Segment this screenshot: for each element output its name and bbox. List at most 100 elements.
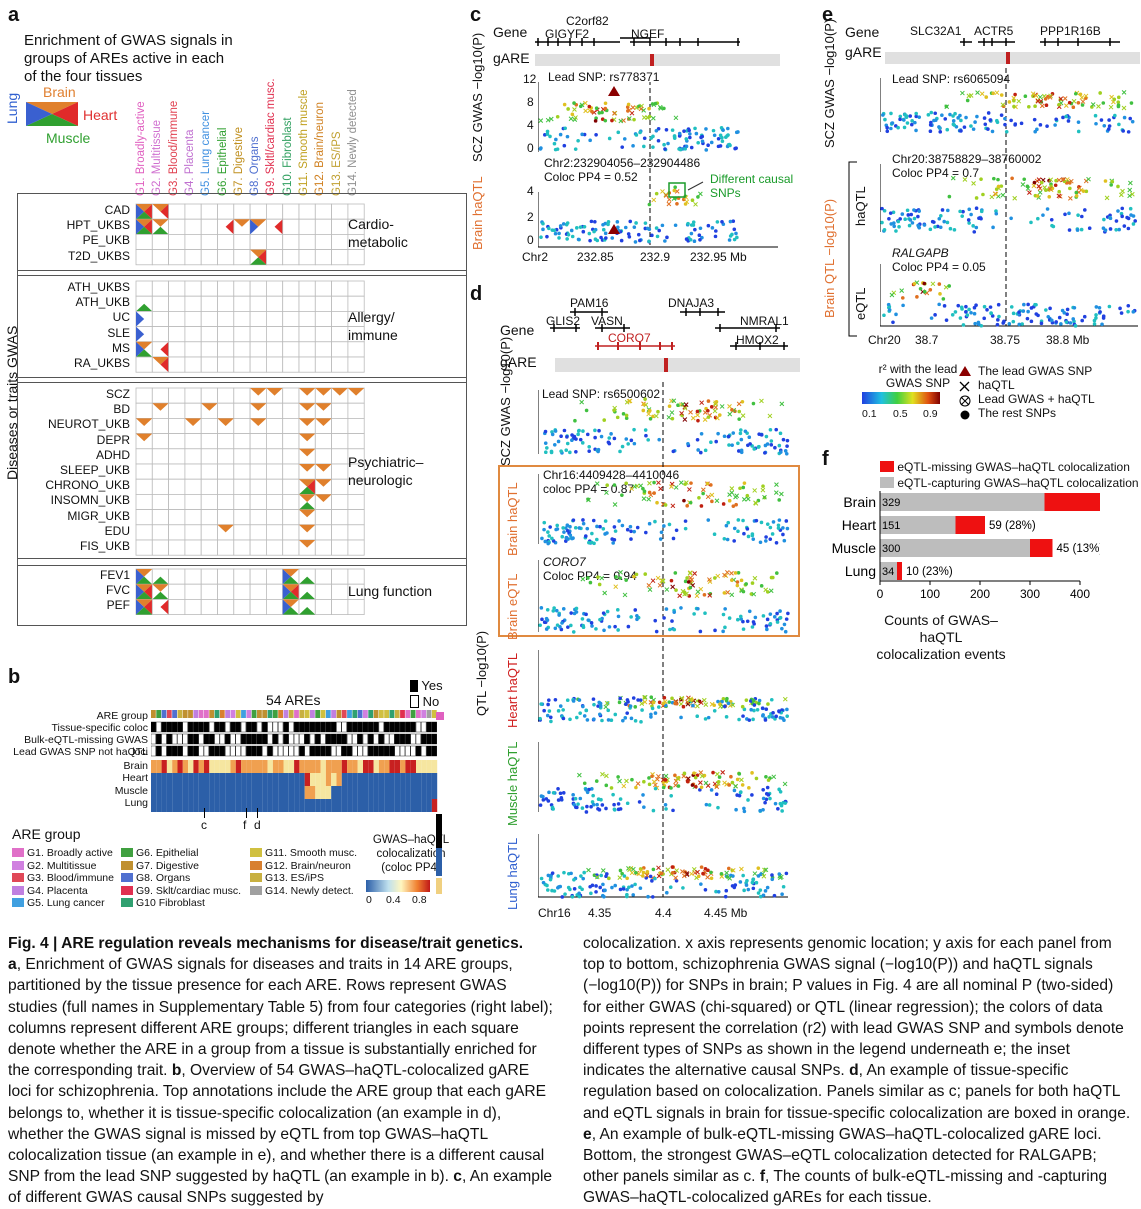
snp-point [601, 222, 605, 227]
snp-point [785, 714, 789, 718]
snp-point [1106, 127, 1111, 131]
snp-point [971, 181, 976, 186]
title-line: groups of AREs active in each [24, 50, 225, 67]
snp-point [958, 316, 963, 320]
snp-point [741, 619, 745, 624]
snp-point [647, 521, 652, 526]
e-xtick: 38.7 [915, 333, 939, 347]
annotation-cell [256, 733, 263, 745]
annotation-cell [193, 721, 199, 733]
snp-point [750, 625, 755, 629]
snp-point [887, 216, 891, 221]
row-label: Lead GWAS SNP not haQTL [13, 746, 148, 758]
snp-point [709, 140, 714, 145]
snp-point [945, 127, 950, 132]
snp-point [757, 701, 761, 706]
snp-point [728, 219, 733, 224]
snp-point [713, 628, 717, 633]
group-cell [209, 710, 215, 718]
snp-point [546, 888, 550, 892]
snp-point [593, 119, 598, 123]
coloc-cell [368, 773, 374, 786]
annotation-cell [235, 745, 241, 757]
snp-point [572, 101, 576, 105]
snp-point [641, 793, 645, 797]
snp-point [1026, 302, 1030, 307]
coloc-cell [262, 786, 268, 799]
snp-point [779, 401, 785, 407]
snp-point [754, 700, 758, 705]
d-track-label: Lung haQTL [505, 837, 520, 910]
snp-point [642, 699, 648, 705]
snp-point [1012, 104, 1016, 109]
snp-point [551, 791, 556, 795]
snp-point [570, 433, 574, 437]
enrichment-triangle [136, 584, 153, 592]
coloc-cell [214, 760, 220, 773]
snp-point [560, 621, 564, 625]
enrichment-triangle [136, 591, 153, 600]
coloc-cell [431, 799, 438, 812]
side-marker [436, 878, 442, 894]
snp-point [594, 537, 599, 542]
group-cell [225, 710, 230, 718]
snp-point [612, 537, 617, 542]
snp-point [597, 808, 602, 812]
snp-point [775, 571, 779, 575]
snp-point [763, 451, 767, 455]
snp-point [1126, 226, 1131, 231]
coloc-cell [410, 760, 416, 773]
enrichment-triangle [136, 607, 153, 615]
snp-point [721, 612, 726, 617]
snp-point [716, 890, 721, 894]
snp-point [1019, 121, 1024, 126]
snp-point [714, 498, 720, 504]
enrichment-triangle [282, 576, 299, 585]
annotation-cell [299, 733, 305, 745]
group-swatch [12, 898, 24, 907]
snp-point [1036, 183, 1042, 189]
snp-point [938, 292, 942, 296]
snp-point [767, 715, 771, 719]
group-legend-item: G8. Organs [121, 872, 190, 884]
snp-point [1039, 321, 1044, 326]
coloc-cell [325, 799, 332, 812]
snp-point [618, 118, 624, 124]
legend-item: The lead GWAS SNP [978, 364, 1093, 378]
e-lead-snp: Lead SNP: rs6065094 [892, 72, 1011, 86]
snp-point [999, 93, 1004, 97]
coloc-cell [347, 786, 353, 799]
snp-point [666, 414, 672, 420]
snp-point [702, 417, 708, 423]
snp-point [671, 449, 676, 454]
snp-point [738, 880, 743, 884]
snp-point [670, 871, 675, 875]
annotation-cell [172, 721, 178, 733]
snp-point [641, 408, 646, 413]
snp-point [774, 540, 779, 545]
snp-point [559, 434, 563, 439]
snp-point [740, 704, 745, 709]
snp-point [629, 870, 635, 876]
snp-point [732, 788, 737, 793]
snp-point [748, 699, 753, 703]
snp-point [577, 698, 582, 702]
annotation-cell [293, 721, 300, 733]
group-cell [410, 710, 416, 718]
enrichment-triangle [136, 311, 145, 327]
group-cell [426, 710, 432, 718]
snp-point [602, 628, 606, 633]
annotation-cell [346, 721, 353, 733]
enrichment-triangle [266, 388, 283, 396]
snp-point [704, 802, 709, 807]
annotation-cell [193, 733, 199, 745]
snp-point [622, 592, 628, 598]
snp-point [930, 281, 936, 287]
coloc-cell [278, 799, 284, 812]
group-legend-item: G4. Placenta [12, 885, 88, 897]
snp-point [691, 703, 695, 708]
snp-point [687, 697, 693, 703]
group-cell [198, 710, 204, 718]
snp-point [729, 592, 735, 598]
coloc-cell [267, 786, 273, 799]
